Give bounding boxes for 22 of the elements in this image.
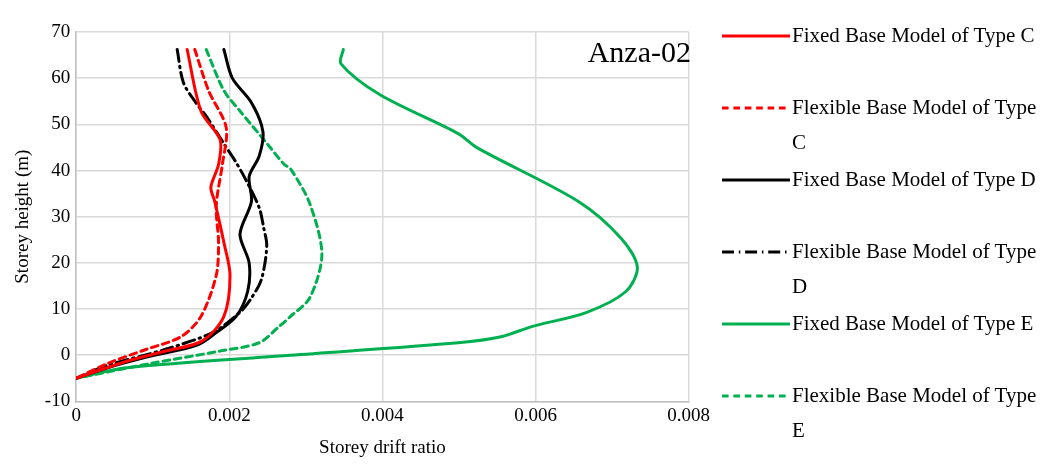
legend-label: Flexible Base Model of Type C	[792, 94, 1038, 156]
legend-label: Flexible Base Model of Type D	[792, 238, 1038, 300]
legend-label: Fixed Base Model of Type C	[792, 22, 1036, 49]
y-tick-label: 60	[51, 66, 71, 88]
x-tick-label: 0.006	[514, 403, 557, 425]
y-axis-title: Storey height (m)	[11, 149, 34, 284]
x-tick-label: 0.008	[667, 403, 710, 425]
y-tick-label: 70	[51, 19, 71, 41]
y-tick-label: 40	[51, 158, 71, 180]
y-tick-label: 50	[51, 112, 71, 134]
x-tick-label: 0.002	[207, 403, 251, 425]
x-axis-title: Storey drift ratio	[319, 435, 446, 457]
x-tick-label: 0.004	[361, 403, 405, 425]
legend-label: Fixed Base Model of Type E	[792, 310, 1035, 337]
legend-label: Fixed Base Model of Type D	[792, 166, 1037, 193]
y-tick-label: 30	[51, 204, 71, 226]
chart-title: Anza-02	[587, 34, 691, 68]
y-tick-label: 20	[51, 250, 71, 272]
legend-label: Flexible Base Model of Type E	[792, 382, 1038, 444]
y-tick-label: 10	[51, 297, 71, 319]
y-tick-label: -10	[44, 389, 71, 411]
y-tick-label: 0	[60, 343, 71, 365]
